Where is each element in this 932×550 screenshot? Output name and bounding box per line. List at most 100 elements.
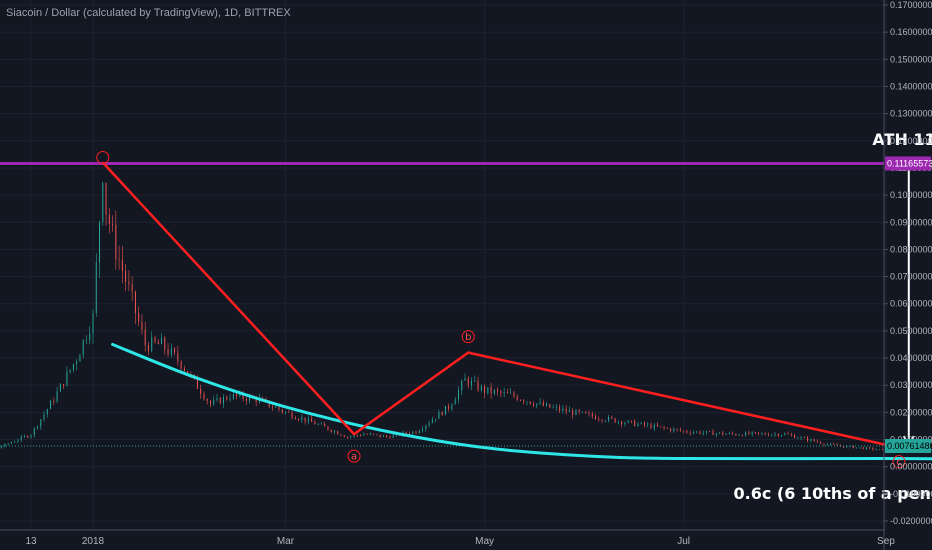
candle-body bbox=[617, 421, 619, 423]
candle-body bbox=[63, 383, 65, 386]
candle-body bbox=[79, 354, 81, 362]
candle-body bbox=[356, 435, 358, 436]
candle-body bbox=[236, 393, 238, 397]
candle-body bbox=[673, 428, 675, 431]
candle-body bbox=[872, 447, 874, 450]
candle-body bbox=[643, 422, 645, 426]
abc-wave-marker bbox=[461, 330, 475, 344]
candle-body bbox=[758, 432, 760, 434]
candle-body bbox=[754, 432, 756, 433]
candle-body bbox=[226, 396, 228, 400]
candle-body bbox=[862, 447, 864, 450]
candle-body bbox=[608, 416, 610, 421]
candle-body bbox=[147, 345, 149, 352]
candle-body bbox=[412, 431, 414, 434]
candle-body bbox=[275, 407, 277, 408]
candle-body bbox=[660, 426, 662, 428]
candle-body bbox=[50, 400, 52, 410]
candle-body bbox=[285, 411, 287, 413]
candle-body bbox=[1, 446, 3, 448]
candle-body bbox=[66, 371, 68, 386]
x-tick-label: Sep bbox=[877, 536, 895, 547]
candle-body bbox=[647, 424, 649, 426]
candle-body bbox=[800, 437, 802, 439]
candle-body bbox=[161, 337, 163, 345]
candle-body bbox=[343, 435, 345, 437]
candle-body bbox=[379, 434, 381, 437]
candle-body bbox=[271, 406, 273, 408]
candle-body bbox=[559, 406, 561, 411]
x-axis[interactable]: 132018MarMayJulSepNov2019MarMayJulSe bbox=[0, 529, 932, 550]
candle-body bbox=[85, 339, 87, 341]
candle-body bbox=[572, 410, 574, 416]
abc-wave-label: b bbox=[465, 332, 471, 343]
candle-body bbox=[676, 428, 678, 430]
candle-body bbox=[115, 224, 117, 260]
candle-body bbox=[852, 445, 854, 449]
candle-body bbox=[30, 435, 32, 438]
candle-body bbox=[865, 447, 867, 450]
x-tick-label: 2018 bbox=[82, 536, 105, 547]
candle-body bbox=[869, 447, 871, 449]
candle-body bbox=[568, 410, 570, 412]
candle-body bbox=[562, 408, 564, 411]
candle-body bbox=[17, 440, 19, 442]
x-tick-label: Mar bbox=[277, 536, 295, 547]
y-tick-label: 0.00000000 bbox=[890, 462, 932, 472]
candle-body bbox=[108, 214, 110, 225]
candle-body bbox=[418, 430, 420, 434]
candle-body bbox=[219, 398, 221, 404]
candle-body bbox=[422, 428, 424, 431]
candle-body bbox=[621, 421, 623, 425]
candle-body bbox=[376, 434, 378, 436]
candle-body bbox=[457, 390, 459, 400]
trend-curve bbox=[111, 342, 932, 461]
candle-body bbox=[307, 418, 309, 422]
candle-body bbox=[843, 446, 845, 448]
candle-body bbox=[369, 433, 371, 435]
candle-body bbox=[438, 411, 440, 419]
candle-body bbox=[601, 419, 603, 421]
candle-body bbox=[536, 403, 538, 406]
candle-body bbox=[92, 313, 94, 334]
candle-body bbox=[288, 411, 290, 413]
candle-body bbox=[301, 417, 303, 420]
candle-body bbox=[180, 361, 182, 369]
candle-body bbox=[709, 430, 711, 432]
candle-body bbox=[209, 400, 211, 405]
ath-price-badge bbox=[885, 156, 931, 171]
candle-body bbox=[294, 417, 296, 420]
ath-annotation: ATH 11c bbox=[872, 130, 932, 149]
candle-body bbox=[340, 434, 342, 436]
candle-body bbox=[46, 409, 48, 415]
candle-body bbox=[523, 400, 525, 403]
candle-body bbox=[389, 436, 391, 438]
candle-body bbox=[581, 411, 583, 413]
candle-body bbox=[170, 348, 172, 355]
candles-layer bbox=[1, 181, 932, 452]
candle-body bbox=[467, 378, 469, 386]
current-price-badge bbox=[885, 439, 931, 454]
candle-body bbox=[333, 431, 335, 433]
candle-body bbox=[363, 434, 365, 436]
candle-body bbox=[585, 411, 587, 414]
candle-body bbox=[519, 400, 521, 401]
overlays-layer: abc12345ATH 11c0.6c (6 10ths of a penny) bbox=[0, 130, 932, 503]
candle-body bbox=[89, 333, 91, 340]
candle-body bbox=[790, 434, 792, 436]
candle-body bbox=[546, 403, 548, 406]
candle-body bbox=[748, 432, 750, 435]
candle-body bbox=[7, 443, 9, 445]
candle-body bbox=[627, 420, 629, 423]
candle-body bbox=[774, 434, 776, 435]
candle-body bbox=[56, 391, 58, 402]
candle-body bbox=[516, 396, 518, 401]
candle-body bbox=[490, 387, 492, 394]
